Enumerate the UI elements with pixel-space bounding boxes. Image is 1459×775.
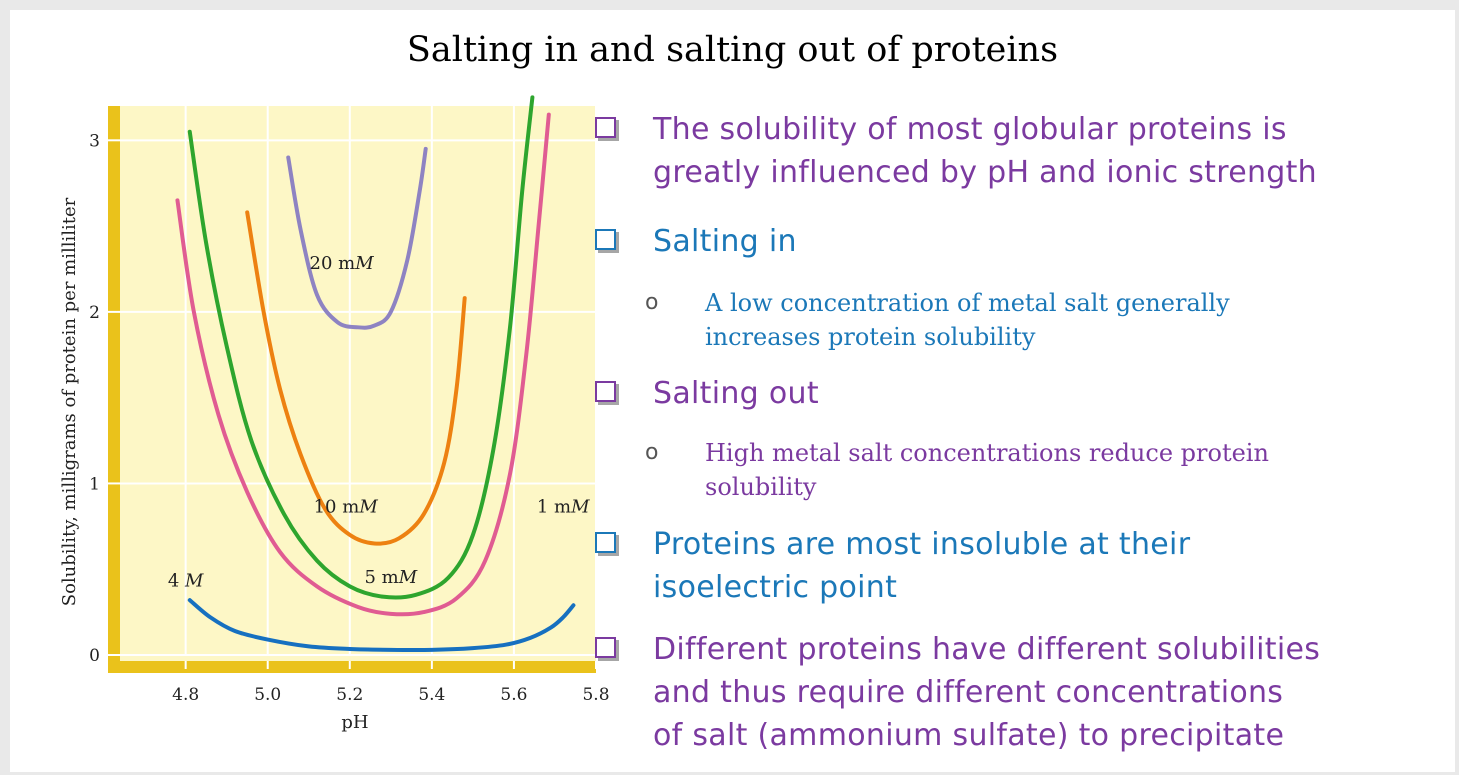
y-axis-label: Solubility, milligrams of protein per mi… [59,197,80,606]
x-tick-label: 5.6 [500,685,527,705]
bullet-line: Proteins are most insoluble at their [653,527,1191,562]
sub-bullet-salting-in: o A low concentration of metal salt gene… [595,286,1230,354]
y-tick-label: 3 [89,131,100,151]
bullet-line: and thus require different concentration… [653,675,1284,710]
bullet-salting-in: Salting in [595,220,797,263]
series-label-1-mm: 1 mM [537,497,590,518]
y-tick-label: 2 [89,303,100,323]
sub-bullet-salting-out: o High metal salt concentrations reduce … [595,436,1269,504]
bullet-isoelectric: Proteins are most insoluble at their iso… [595,523,1190,609]
series-line-10-mm [245,210,467,546]
y-tick-label: 0 [89,646,100,666]
bullet-line: of salt (ammonium sulfate) to precipitat… [653,718,1285,753]
circle-bullet-icon: o [645,440,659,465]
checkbox-bullet-icon [595,229,616,250]
checkbox-bullet-icon [595,637,616,658]
y-tick-label: 1 [89,474,100,494]
x-tick-label: 4.8 [172,685,199,705]
series-line-5-mm [187,95,535,600]
checkbox-bullet-icon [595,381,616,402]
series-line-20-mm [286,146,428,330]
sub-bullet-line: increases protein solubility [705,323,1036,351]
y-axis-bar [108,106,120,673]
checkbox-bullet-icon [595,117,616,138]
x-tick-label: 5.4 [418,685,445,705]
x-axis-bar [108,661,596,673]
slide: Salting in and salting out of proteins 2… [10,10,1455,772]
series-label-5-mm: 5 mM [364,567,417,588]
x-tick-label: 5.0 [254,685,281,705]
bullet-different-proteins: Different proteins have different solubi… [595,628,1320,757]
bullet-line: isoelectric point [653,570,898,605]
bullet-line: Salting in [653,224,797,259]
bullet-salting-out: Salting out [595,372,819,415]
bullet-line: greatly influenced by pH and ionic stren… [653,155,1317,190]
series-line-1-mm [175,112,551,617]
slide-title: Salting in and salting out of proteins [406,30,1059,70]
bullet-line: The solubility of most globular proteins… [653,112,1287,147]
sub-bullet-line: solubility [705,473,817,501]
series-line-4-m [187,598,576,653]
solubility-chart: 20 mM 10 mM 5 mM 1 mM 4 M 4.8 5.0 5.2 5.4 5.6 5.8… [59,95,610,733]
sub-bullet-line: A low concentration of metal salt genera… [705,289,1230,317]
bullet-line: Different proteins have different solubi… [653,632,1321,667]
series-label-4-m: 4 M [168,570,204,591]
chart-ticks: 4.8 5.0 5.2 5.4 5.6 5.8 0 1 2 3 [89,131,609,705]
x-tick-label: 5.8 [582,685,609,705]
circle-bullet-icon: o [645,290,659,315]
bullet-line: Salting out [653,376,819,411]
series-label-10-mm: 10 mM [314,497,379,518]
checkbox-bullet-icon [595,532,616,553]
series-label-20-mm: 20 mM [310,253,375,274]
bullet-solubility: The solubility of most globular proteins… [595,108,1317,194]
chart-curves: 20 mM 10 mM 5 mM 1 mM 4 M [168,95,590,653]
sub-bullet-line: High metal salt concentrations reduce pr… [705,439,1269,467]
chart-grid [120,106,597,656]
x-axis-label: pH [341,712,368,733]
x-tick-label: 5.2 [336,685,363,705]
